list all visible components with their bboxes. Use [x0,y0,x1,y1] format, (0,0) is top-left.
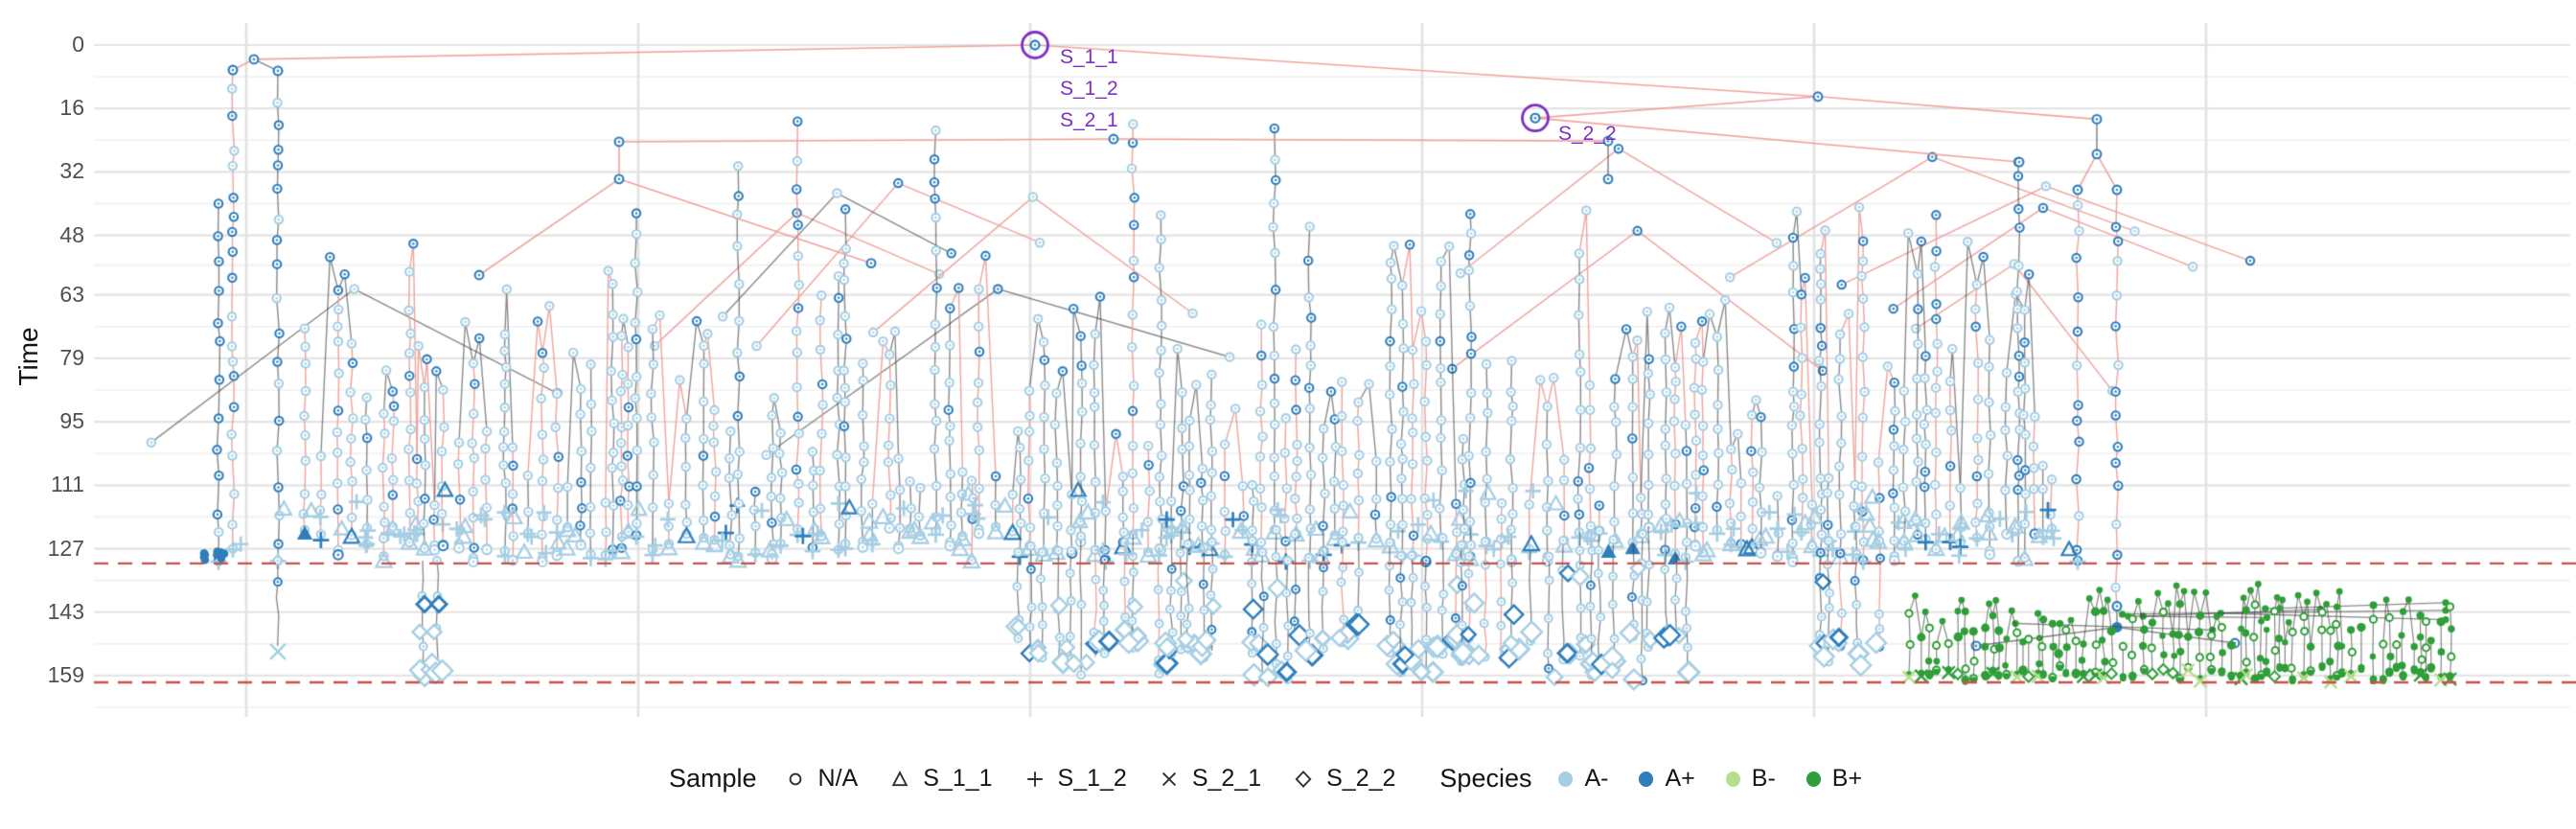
legend: Sample N/A S_1_1 S_1_2 S_2_1 S_2_2 Species A… [669,764,1868,794]
annotation-label: S_2_1 [1060,109,1118,131]
species-color-dot-icon [1558,771,1574,787]
cross-marker-icon [1162,771,1176,786]
species-legend-item: B- [1725,765,1776,793]
species-legend-item: B+ [1806,765,1862,793]
plus-marker-icon [1026,771,1043,787]
species-legend-items: A- A+ B- B+ [1558,765,1862,793]
species-legend-label: B- [1751,765,1776,792]
species-legend-label: A- [1584,765,1609,792]
species-legend-item: A- [1558,765,1608,793]
y-tick-label: 79 [59,344,84,370]
species-legend-label: B+ [1831,765,1863,792]
species-legend-title: Species [1439,764,1532,793]
sample-legend-title: Sample [669,764,757,793]
y-tick-label: 32 [59,158,84,184]
sample-legend-items: N/A S_1_1 S_1_2 S_2_1 S_2_2 [784,765,1395,793]
sample-legend-label: S_2_1 [1191,765,1262,792]
species-color-dot-icon [1725,771,1740,787]
species-legend-label: A+ [1665,765,1695,792]
species-legend-item: A+ [1639,765,1695,793]
species-color-dot-icon [1639,771,1654,787]
annotation-label: S_1_1 [1060,46,1118,68]
sample-legend-label: S_2_2 [1326,765,1396,792]
y-tick-label: 159 [47,661,84,687]
diamond-marker-icon [1295,770,1312,788]
triangle-marker-icon [891,770,908,786]
y-tick-label: 16 [59,95,84,121]
sample-legend-label: N/A [817,765,859,792]
y-tick-label: 95 [59,408,84,434]
circle-marker-icon [789,772,801,785]
sample-legend-item: S_2_2 [1292,765,1395,793]
annotation-label: S_2_2 [1558,123,1617,145]
sample-legend-label: S_1_2 [1057,765,1127,792]
annotation-label: S_1_2 [1060,78,1118,100]
y-tick-label: 111 [51,472,84,497]
sample-legend-item: S_2_1 [1158,765,1261,793]
species-color-dot-icon [1806,771,1821,787]
sample-legend-item: S_1_2 [1024,765,1127,793]
y-tick-label: 48 [59,221,84,247]
y-tick-label: 127 [47,535,84,561]
sample-legend-item: S_1_1 [888,765,993,793]
y-tick-label: 63 [59,281,84,307]
sample-legend-label: S_1_1 [923,765,993,792]
y-tick-label: 0 [72,32,84,57]
y-tick-label: 143 [47,598,84,624]
sample-legend-item: N/A [784,765,859,793]
